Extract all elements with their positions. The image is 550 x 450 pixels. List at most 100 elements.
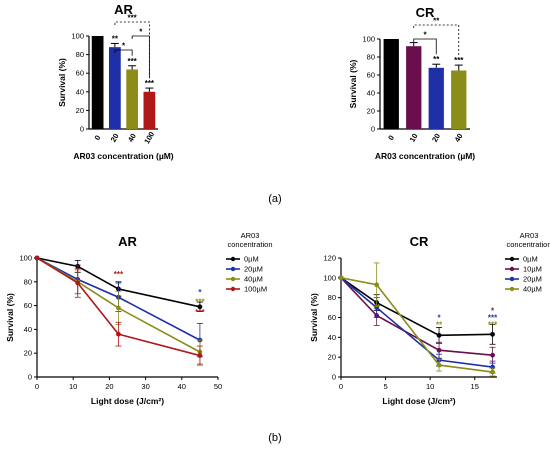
y-tick-label: 0: [371, 125, 375, 134]
legend-title: AR03: [520, 231, 539, 240]
y-axis-label: Survival (%): [5, 293, 15, 342]
legend-entry: 40µM: [244, 275, 263, 284]
bar-100: [144, 92, 156, 129]
legend-title: concentration: [227, 240, 272, 249]
bracket-label: **: [433, 17, 440, 26]
x-tick-label: 40: [126, 132, 138, 144]
y-axis-label: Survival (%): [348, 60, 358, 109]
legend-entry: 0µM: [523, 255, 538, 264]
y-tick-label: 40: [328, 333, 336, 342]
legend-marker: [231, 267, 235, 271]
data-point: [116, 306, 121, 311]
panel-label-b: (b): [268, 432, 281, 444]
x-tick-label: 20: [430, 132, 442, 144]
y-tick-label: 20: [76, 106, 84, 115]
data-point: [339, 275, 344, 280]
significance-star: **: [112, 34, 119, 43]
legend-marker: [510, 257, 514, 261]
x-tick-label: 15: [471, 382, 479, 391]
y-tick-label: 0: [28, 373, 32, 382]
legend-marker: [231, 257, 235, 261]
significance-star: ***: [195, 308, 205, 317]
bracket-label: *: [423, 31, 427, 40]
x-tick-label: 20: [109, 132, 121, 144]
x-tick-label: 50: [214, 382, 222, 391]
x-tick-label: 10: [408, 132, 420, 144]
y-tick-label: 100: [362, 35, 375, 44]
x-tick-label: 40: [178, 382, 186, 391]
x-tick-label: 30: [141, 382, 149, 391]
y-tick-label: 120: [323, 254, 336, 263]
bar-40: [451, 71, 466, 130]
y-tick-label: 0: [80, 125, 84, 134]
bar-0: [384, 39, 399, 129]
chart-title: CR: [410, 234, 429, 249]
y-tick-label: 60: [76, 69, 84, 78]
x-tick-label: 0: [386, 134, 396, 142]
bar-0: [92, 36, 104, 129]
y-tick-label: 80: [367, 53, 375, 62]
x-axis-label: AR03 concentration (µM): [73, 151, 173, 161]
y-tick-label: 100: [323, 273, 336, 282]
y-tick-label: 0: [332, 373, 336, 382]
legend-entry: 0µM: [244, 255, 259, 264]
data-point: [490, 370, 495, 375]
series-line-3: [341, 278, 493, 372]
data-point: [198, 353, 203, 358]
data-point: [437, 333, 442, 338]
y-tick-label: 100: [19, 254, 32, 263]
legend-title: concentration: [506, 240, 550, 249]
legend-title: AR03: [241, 231, 260, 240]
legend-entry: 100µM: [244, 285, 267, 294]
bar-10: [406, 46, 421, 129]
bar-40: [126, 69, 138, 129]
data-point: [490, 332, 495, 337]
legend-marker: [510, 287, 514, 291]
data-point: [437, 348, 442, 353]
data-point: [437, 363, 442, 368]
series-line-0: [341, 278, 493, 336]
y-axis-label: Survival (%): [309, 293, 319, 342]
y-tick-label: 40: [367, 89, 375, 98]
y-tick-label: 60: [24, 301, 32, 310]
x-tick-label: 0: [35, 382, 39, 391]
x-tick-label: 0: [339, 382, 343, 391]
panel-label-a: (a): [268, 193, 281, 205]
significance-star: *: [198, 288, 202, 297]
series-line-1: [341, 278, 493, 355]
bracket-label: ***: [127, 14, 137, 23]
x-tick-label: 10: [426, 382, 434, 391]
legend-marker: [510, 267, 514, 271]
data-point: [116, 332, 121, 337]
y-tick-label: 40: [76, 87, 84, 96]
bar-20: [109, 47, 121, 129]
significance-star: **: [433, 55, 440, 64]
legend-entry: 20µM: [244, 265, 263, 274]
x-axis-label: Light dose (J/cm²): [91, 396, 164, 406]
y-tick-label: 60: [367, 71, 375, 80]
significance-star: ***: [454, 56, 464, 65]
y-tick-label: 80: [24, 277, 32, 286]
legend-marker: [231, 277, 235, 281]
y-tick-label: 60: [328, 313, 336, 322]
bracket-label: *: [122, 42, 126, 51]
significance-star: ***: [488, 320, 498, 329]
data-point: [35, 256, 40, 261]
chart-title: AR: [118, 234, 137, 249]
bar-20: [429, 68, 444, 129]
x-tick-label: 0: [93, 134, 103, 142]
y-tick-label: 80: [328, 293, 336, 302]
x-axis-label: AR03 concentration (µM): [375, 151, 475, 161]
chart-title: CR: [416, 5, 435, 20]
y-tick-label: 80: [76, 50, 84, 59]
x-tick-label: 100: [142, 130, 156, 145]
y-tick-label: 100: [71, 32, 84, 41]
legend-entry: 40µM: [523, 285, 542, 294]
legend-entry: 20µM: [523, 275, 542, 284]
x-tick-label: 40: [453, 132, 465, 144]
x-axis-label: Light dose (J/cm²): [382, 396, 455, 406]
significance-star: ***: [114, 270, 124, 279]
